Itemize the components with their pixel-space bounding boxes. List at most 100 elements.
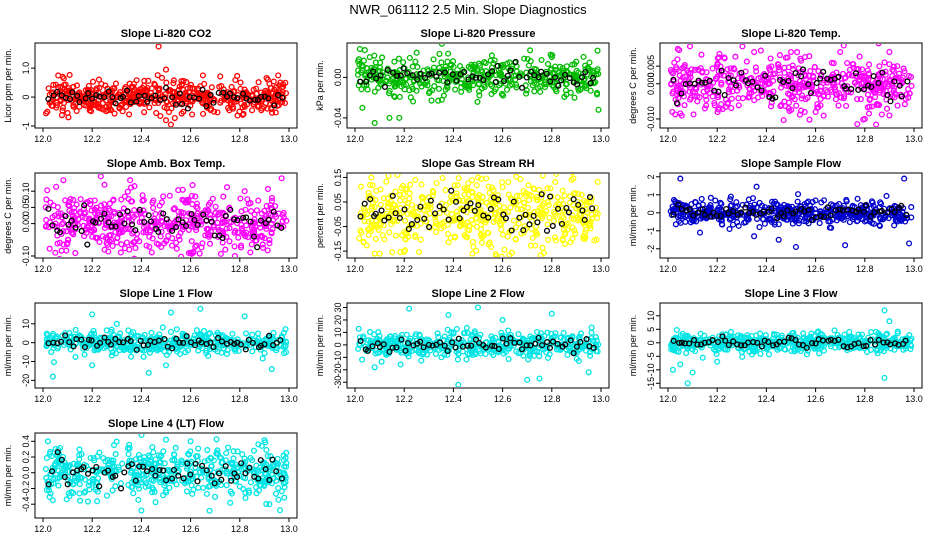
data-point: [694, 93, 701, 100]
y-tick-label: 0.005: [646, 55, 656, 78]
data-point: [63, 88, 70, 95]
reference-point: [754, 84, 761, 91]
data-point: [793, 215, 800, 222]
data-point: [400, 59, 407, 66]
data-point: [820, 112, 827, 119]
data-point: [152, 81, 159, 88]
data-point: [718, 221, 725, 228]
data-point: [81, 233, 88, 240]
data-point: [420, 195, 427, 202]
data-point: [117, 229, 124, 236]
data-point: [282, 90, 290, 97]
data-point: [171, 89, 178, 96]
reference-point: [401, 206, 408, 213]
data-point: [686, 44, 694, 50]
reference-point: [70, 343, 77, 350]
reference-point: [249, 339, 256, 346]
data-point: [525, 62, 532, 69]
data-point: [170, 80, 177, 87]
reference-point: [867, 213, 874, 220]
data-point: [732, 53, 739, 60]
data-point: [188, 342, 195, 349]
data-point: [185, 196, 192, 203]
data-point: [686, 84, 693, 91]
data-point: [217, 250, 224, 257]
data-point: [487, 57, 494, 64]
data-point: [242, 330, 250, 337]
panel-title: Slope Li-820 Temp.: [741, 28, 840, 40]
data-point: [279, 337, 287, 344]
data-point: [50, 359, 58, 366]
data-point: [728, 104, 735, 112]
data-point: [830, 60, 837, 67]
data-point: [875, 44, 882, 47]
data-point: [547, 185, 554, 192]
data-point: [416, 80, 424, 87]
reference-point: [129, 221, 136, 228]
outlier-point: [241, 188, 248, 195]
y-tick-label: -1: [646, 227, 656, 235]
reference-point: [408, 221, 415, 228]
data-point: [171, 205, 178, 212]
data-point: [169, 235, 176, 242]
reference-point: [552, 74, 559, 81]
data-point: [724, 100, 731, 107]
data-point: [369, 182, 376, 189]
data-point: [552, 63, 559, 70]
data-point: [179, 332, 186, 340]
data-point: [570, 216, 577, 223]
data-point: [876, 222, 883, 229]
data-point: [264, 185, 271, 192]
reference-point: [824, 75, 831, 82]
data-point: [72, 353, 79, 360]
reference-point: [101, 94, 108, 101]
reference-point: [495, 196, 502, 203]
data-point: [171, 114, 178, 122]
data-point: [784, 54, 791, 61]
reference-point: [532, 340, 539, 347]
data-point: [894, 102, 901, 109]
data-point: [429, 187, 436, 195]
reference-point: [105, 219, 112, 226]
data-point: [820, 79, 827, 87]
reference-point: [670, 211, 677, 218]
reference-point: [507, 335, 514, 342]
data-point: [776, 52, 783, 59]
outlier-point: [199, 72, 206, 79]
reference-point: [549, 222, 556, 229]
reference-point: [538, 191, 545, 198]
data-point: [734, 203, 741, 210]
data-point: [226, 218, 233, 225]
data-point: [773, 201, 780, 208]
data-point: [200, 327, 208, 335]
data-point: [476, 192, 483, 199]
data-point: [768, 99, 775, 106]
outlier-point: [701, 105, 708, 112]
data-point: [495, 349, 502, 356]
reference-point: [243, 214, 250, 221]
data-point: [365, 226, 372, 233]
reference-point: [544, 339, 551, 346]
data-point: [829, 202, 837, 209]
data-point: [397, 361, 404, 368]
reference-point: [169, 94, 176, 101]
reference-point: [420, 344, 427, 351]
reference-point: [112, 335, 119, 342]
data-point: [785, 75, 792, 82]
data-point: [430, 56, 437, 63]
data-point: [459, 219, 466, 227]
data-point: [407, 181, 414, 188]
outlier-point: [787, 48, 795, 56]
data-point: [803, 199, 811, 206]
data-point: [452, 86, 459, 93]
data-point: [371, 88, 378, 95]
data-point: [205, 352, 212, 359]
outlier-point: [842, 242, 849, 249]
reference-point: [200, 211, 207, 218]
data-point: [825, 218, 832, 225]
data-point: [865, 70, 872, 77]
outlier-point: [696, 229, 704, 236]
data-point: [544, 185, 551, 192]
data-point: [103, 327, 110, 334]
data-point: [679, 213, 687, 220]
